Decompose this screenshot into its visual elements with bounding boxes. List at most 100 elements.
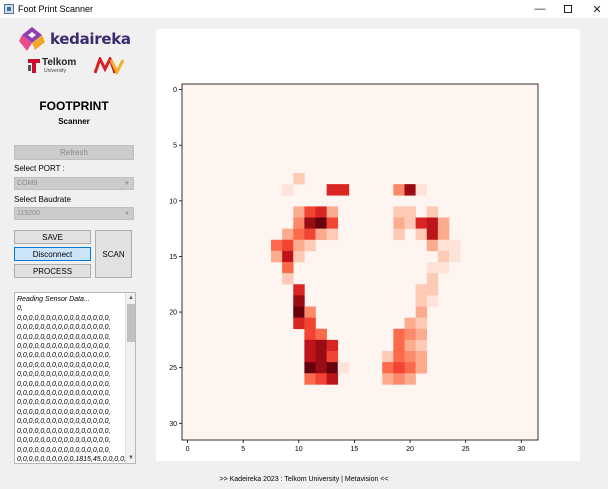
heatmap-cell [393, 184, 405, 196]
x-tick-label: 0 [186, 446, 190, 453]
logo-area: kedaireka Telkom University [14, 24, 136, 80]
heatmap-cell [382, 373, 394, 385]
app-title: FOOTPRINT [39, 99, 109, 113]
heatmap-cell [315, 339, 327, 352]
heatmap-cell [315, 228, 327, 241]
heatmap-cell [393, 206, 405, 218]
heatmap-cell [393, 373, 405, 385]
telkom-logo-icon [28, 59, 40, 73]
heatmap-cell [393, 339, 405, 352]
heatmap-cell [404, 184, 416, 196]
heatmap-cell [282, 228, 294, 241]
refresh-button[interactable]: Refresh [14, 145, 134, 160]
save-button[interactable]: SAVE [14, 230, 91, 244]
heatmap-cell [393, 217, 405, 229]
heatmap-cell [282, 239, 294, 252]
heatmap-cell [304, 373, 316, 385]
heatmap-cell [393, 228, 405, 241]
process-button[interactable]: PROCESS [14, 264, 91, 278]
minimize-button[interactable]: — [534, 3, 546, 15]
heatmap-cell [415, 217, 428, 229]
heatmap-cell [426, 239, 439, 252]
heatmap-cell [437, 250, 450, 263]
heatmap-cell [326, 184, 339, 196]
y-tick-label: 30 [169, 421, 177, 428]
maximize-icon [564, 5, 572, 13]
scan-button[interactable]: SCAN [95, 230, 132, 278]
heatmap-cell [304, 306, 316, 318]
heatmap-cell [426, 273, 439, 285]
heatmap-cell [404, 317, 416, 330]
heatmap-cell [449, 250, 461, 263]
log-line: 0,0,0,0,0,0,0,0,0,0,0,0,0,0,0,0, [17, 333, 111, 341]
log-scrollbar[interactable]: ▲ ▼ [125, 293, 135, 463]
heatmap-cell [326, 351, 339, 363]
heatmap-cell [315, 373, 327, 385]
heatmap-cell [415, 351, 428, 363]
y-tick-label: 15 [169, 254, 177, 261]
x-tick-label: 10 [295, 446, 303, 453]
log-line: 0,0,0,0,0,0,0,0,0,0,0,0,0,0,0,0, [17, 343, 111, 351]
heatmap-cell [326, 217, 339, 229]
heatmap-cell [304, 317, 316, 330]
heatmap-cell [293, 206, 305, 218]
app-icon [4, 4, 14, 14]
disconnect-button[interactable]: Disconnect [14, 247, 91, 261]
log-line: 0,0,0,0,0,0,0,0,0,0,0,0,0,0,0,0, [17, 371, 111, 379]
port-select[interactable]: COM9 ▼ [14, 177, 134, 190]
log-line: 0,0,0,0,0,0,0,0,0,0,0,0,0,0,0,0, [17, 390, 111, 398]
heatmap-cell [382, 362, 394, 374]
window-title: Foot Print Scanner [18, 4, 94, 14]
heatmap-cell [282, 273, 294, 285]
heatmap-cell [293, 284, 305, 296]
heatmap-cell [326, 206, 339, 218]
close-button[interactable]: ✕ [592, 3, 602, 16]
heatmap-cell [326, 373, 339, 385]
heatmap-cell [293, 250, 305, 263]
heatmap-cell [415, 306, 428, 318]
heatmap-cell [449, 239, 461, 252]
heatmap-cell [404, 206, 416, 218]
log-line: 0,0,0,0,0,0,0,0,0,0,0,0,0,0,0,0, [17, 324, 111, 332]
y-tick-label: 10 [169, 198, 177, 205]
y-tick-label: 5 [173, 143, 177, 150]
y-tick-label: 0 [173, 87, 177, 94]
heatmap-cell [304, 239, 316, 252]
baudrate-select[interactable]: 115200 ▼ [14, 207, 134, 220]
x-tick-label: 20 [406, 446, 414, 453]
heatmap-cell [393, 328, 405, 341]
heatmap-cell [437, 217, 450, 229]
heatmap-cell [271, 239, 283, 252]
heatmap-cell [393, 362, 405, 374]
log-line: 0,0,0,0,0,0,0,0,0,0,0,0,0,0,0,0, [17, 408, 111, 416]
heatmap-cell [315, 328, 327, 341]
log-line: 0,0,0,0,0,0,0,0,0,0,0,0,0,0,0,0, [17, 352, 111, 360]
baudrate-select-value: 115200 [17, 210, 40, 217]
scroll-down-icon[interactable]: ▼ [128, 455, 134, 461]
sensor-log[interactable]: Reading Sensor Data... 0, 0,0,0,0,0,0,0,0,… [14, 292, 136, 464]
sensor-log-text: Reading Sensor Data... 0, 0,0,0,0,0,0,0,0,… [17, 295, 125, 463]
heatmap-cell [293, 306, 305, 318]
x-tick-label: 25 [462, 446, 470, 453]
scroll-up-icon[interactable]: ▲ [128, 295, 134, 301]
heatmap-cell [304, 339, 316, 352]
chevron-down-icon: ▼ [124, 181, 130, 187]
maximize-button[interactable] [548, 0, 588, 18]
heatmap-cell [304, 328, 316, 341]
x-tick-label: 5 [241, 446, 245, 453]
heatmap-cell [426, 228, 439, 241]
heatmap-cell [271, 250, 283, 263]
heatmap-cell [426, 262, 439, 274]
heatmap-cell [293, 217, 305, 229]
heatmap-cell [382, 351, 394, 363]
heatmap-cell [326, 339, 339, 352]
log-line: 0,0,0,0,0,0,0,0,0,0,1815,45,0,0,0,0, [17, 455, 125, 463]
log-line: 0,0,0,0,0,0,0,0,0,0,0,0,0,0,0,0, [17, 314, 111, 322]
scroll-thumb[interactable] [127, 304, 135, 342]
heatmap-background [182, 84, 538, 440]
log-line: 0,0,0,0,0,0,0,0,0,0,0,0,0,0,0,0, [17, 399, 111, 407]
heatmap-cell [437, 239, 450, 252]
log-line: 0,0,0,0,0,0,0,0,0,0,0,0,0,0,0,0, [17, 446, 111, 454]
heatmap-cell [415, 295, 428, 307]
heatmap-cell [326, 362, 339, 374]
